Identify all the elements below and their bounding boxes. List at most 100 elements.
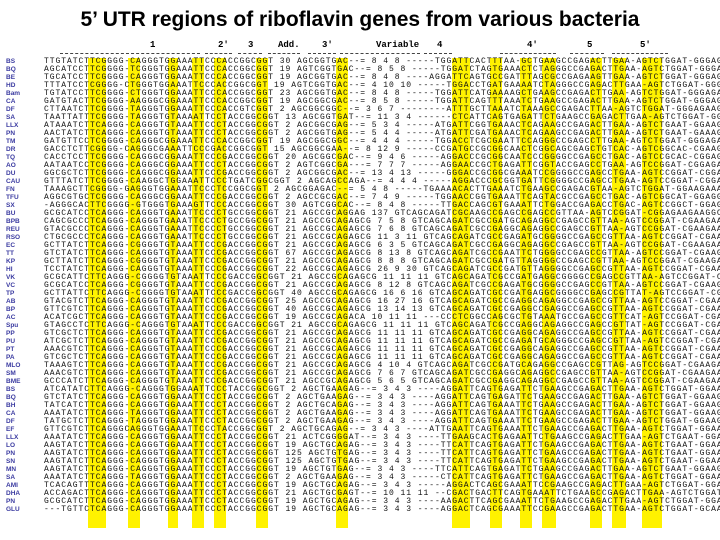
region-label: 4' xyxy=(527,40,538,50)
region-label: 2' xyxy=(218,40,229,50)
sequence: TTGTATCTTCGGGG-CAGGGTGGAAATTCCCACCGGCGGT… xyxy=(44,57,720,66)
alignment-row: TM GATGTTCCTCGGGG-CAGGGCGGAAATTCCCACCGGCG… xyxy=(0,138,720,146)
organism-label: DF xyxy=(6,106,15,113)
sequence: GCGCATCCTCAGGG-CGGGGTGTAAATTCCCGACCGGCGG… xyxy=(44,281,720,290)
organism-label: BS xyxy=(6,386,16,393)
sequence: AAACGTCTTCAGGG-CAGGGTGTAAATTCCCGACCGGCGG… xyxy=(44,369,720,378)
sequence: GTTCGTCTTCAGGGCAGGGTGGAAATTCCCTACCGGCGGT… xyxy=(44,425,720,434)
sequence: GCGCATCTTCAGGG-CAGGGTGGAAATTCCCTACCGGCGG… xyxy=(44,497,720,506)
highlight-band xyxy=(336,58,348,528)
alignment-row: VK GCGCATTCTTCAGGG-CGGGGTGTAAATTCCCGACCGG… xyxy=(0,274,720,282)
alignment-row: TP GCTTATTCTTCAGGG-CGGGGTGTAAATTCCCGACCGG… xyxy=(0,290,720,298)
alignment-row: DU GGCGCTCTTCGGGG-CAGGGCGGAAATTCCCGACCGGC… xyxy=(0,170,720,178)
highlight-band xyxy=(642,58,662,528)
sequence: AGCATCCTTCGGGG-TCGGGTGGAAATTCCCACCGGCGGT… xyxy=(44,65,720,74)
highlight-band xyxy=(542,58,556,528)
highlight-band xyxy=(490,58,502,528)
organism-label: TM xyxy=(6,138,16,145)
organism-label: GLU xyxy=(6,506,20,513)
alignment-row: TQ CACCTCCTTCGGGG-CAGGGCGGAAATTCCCGACCGGC… xyxy=(0,154,720,162)
alignment-row: BQ GTCTATCTTCAGGG-CAGGGTGGAAATTCCCTACCGGC… xyxy=(0,394,720,402)
region-label: 3' xyxy=(322,40,333,50)
organism-label: CA xyxy=(6,98,16,105)
sequence: -AGGGCACTTCGGGG-GTGGGTGAAAGTTCCCACCGGCGG… xyxy=(44,201,720,210)
alignment-row: BPB CAGCGCCCTCAGGG-CAGGGTGAAATTCCCCTGCCGG… xyxy=(0,218,720,226)
region-label: Add. xyxy=(278,40,300,50)
sequence: TGTATCCTTCGGGG-CTGGGTGGAAATTCCCACCGGCGGT… xyxy=(44,89,720,98)
organism-label: SX xyxy=(6,202,15,209)
organism-label: LLX xyxy=(6,122,19,129)
highlight-band xyxy=(612,58,626,528)
sequence: GACCTCTTCGGGG-CAGGGCGAAATTCCCGACCGGCGGT … xyxy=(44,145,720,154)
alignment-row: PN GCGCATCTTCAGGG-CAGGGTGGAAATTCCCTACCGGC… xyxy=(0,498,720,506)
alignment-row: TFU AGGCGTGCTCGGGG-CAGGGCGGAAATTCCCGACCGG… xyxy=(0,194,720,202)
organism-label: PN xyxy=(6,498,16,505)
alignment-row: DR GACCTCTTCGGGG-CAGGGCGAAATTCCCGACCGGCGG… xyxy=(0,146,720,154)
organism-label: VK xyxy=(6,274,16,281)
organism-label: LLX xyxy=(6,434,19,441)
alignment-row: PT AAACGTCTTCAGGG-CAGGGTGTAAATTCCCGACCGGC… xyxy=(0,346,720,354)
organism-label: SN xyxy=(6,458,16,465)
organism-label: AB xyxy=(6,298,16,305)
sequence: AAATATCTTCAGGG-TAGGGTGGAAATTCCCTACCGGCGG… xyxy=(44,409,720,418)
alignment-row: BME GCCCATCTTCAGGG-CAGGGTGTAAATTCCCGACCGG… xyxy=(0,378,720,386)
alignment-row: BH TATCATCTTCAGGG-CAGGGTGGAAATTCCCTACCGGC… xyxy=(0,402,720,410)
sequence: ACATCGCTTCAGGG-CAGGGTGTAAATTCCCGACCGGCGG… xyxy=(44,313,720,322)
sequence: ATAAATCTTCAGGG-CAGGGTGTAAATTCCCTACCGGCGG… xyxy=(44,121,720,130)
organism-label: RSO xyxy=(6,234,21,241)
alignment-row: PA GTCGCTCTTCAGGG-CAGGGTGTAAATTCCCGACCGGC… xyxy=(0,354,720,362)
organism-label: TQ xyxy=(6,154,16,161)
sequence: AAACGTCTTCAGGG-CAGGGTGTAAATTCCCGACCGGCGG… xyxy=(44,345,720,354)
sequence: TATGCTCTTCAGGG-TAGGGTGGAAATTCCCTACCGGCGG… xyxy=(44,417,720,426)
sequence: AGGCGTGCTCGGGG-CAGGGCGGAAATTCCCGACCGGCGG… xyxy=(44,193,720,202)
sequence: TGCATCCTTCGGGG-CAGGGTGGAAATTCCCACCGGCGGT… xyxy=(44,73,720,82)
alignment-row: LLX ATAAATCTTCAGGG-CAGGGTGTAAATTCCCTACCGG… xyxy=(0,122,720,130)
sequence: CTGCGCCCTCAGGG-CAGGGTGAAATTCCCCTGCCGGCGG… xyxy=(44,233,720,242)
organism-label: TP xyxy=(6,290,15,297)
organism-label: AMI xyxy=(6,482,18,489)
sequence: GCTTATCTTCAGGG-CGGGGTGTAAATTCCCGACCGGCGG… xyxy=(44,241,720,250)
region-bracket xyxy=(500,53,556,54)
organism-label: MLO xyxy=(6,362,21,369)
alignment-row: Spu GTAGCCTCTTCAGGG-CAGGGTGTAAATTCCCGACCG… xyxy=(0,322,720,330)
alignment-row: HI TCCTATCTTCAGGG-CAGGGTGTAAATTCCCGACCGGC… xyxy=(0,266,720,274)
alignment-row: Bam TGTATCCTTCGGGG-CTGGGTGGAAATTCCCACCGGC… xyxy=(0,90,720,98)
organism-label: Bam xyxy=(6,90,21,97)
highlight-band xyxy=(520,58,532,528)
organism-label: BME xyxy=(6,378,21,385)
sequence: GTCTATCTTCAGGG-CAGGGTGTAAATTCCCGACCGGCGG… xyxy=(44,249,720,258)
organism-label: BQ xyxy=(6,66,16,73)
sequence: TCACAGTTTCAGGG-CAGGGTGGAAATTCCCTACCGGCGG… xyxy=(44,481,720,490)
organism-label: SM xyxy=(6,370,16,377)
alignment-row: AC ACATCGCTTCAGGG-CAGGGTGTAAATTCCCGACCGGC… xyxy=(0,314,720,322)
alignment-row: DF TATGCTCTTCAGGG-TAGGGTGGAAATTCCCTACCGGC… xyxy=(0,418,720,426)
organism-label: BPB xyxy=(6,218,20,225)
alignment-row: VC GCGCATCCTCAGGG-CGGGGTGTAAATTCCCGACCGGC… xyxy=(0,282,720,290)
organism-label: DU xyxy=(6,170,16,177)
region-bracket xyxy=(570,53,604,54)
alignment-row: EC GCTTATCTTCAGGG-CGGGGTGTAAATTCCCGACCGGC… xyxy=(0,242,720,250)
alignment-row: PP GTCGCTCTTCAGGG-CAGGGTGTAAATTCCCGACCGGC… xyxy=(0,330,720,338)
sequence: AAGTATCTTCAGGG-CAGGGTGGAAATTCCCTACCGGCGG… xyxy=(44,465,720,474)
organism-label: MN xyxy=(6,466,17,473)
highlight-band xyxy=(168,58,178,528)
highlight-band xyxy=(452,58,470,528)
alignment-row: HD TTTATCCTCGGGG-CTGGGTGGAAATTCCCACCGGCGG… xyxy=(0,82,720,90)
alignment-row: PN AAGTATCTTCAGGG-CAGGGTGGAAATTCCCTACCGGC… xyxy=(0,450,720,458)
organism-label: PN xyxy=(6,130,16,137)
sequence: GTTTATCTTCGGGG-CAAGGCTGGAAATTCCCTGATCGGC… xyxy=(44,177,720,186)
alignment-row: BU GCGCATCCTCAGGG-CAGGGTGAAATTCCCCTGCCGGC… xyxy=(0,210,720,218)
sequence: TTTATCCTCGGGG-CTGGGTGGAAATTCCCACCGGCGGT … xyxy=(44,81,720,90)
region-label: Variable xyxy=(376,40,420,50)
sequence: AAATATCTTCAGGG-TAGGGTGGAAATTCCCTACCGGCGG… xyxy=(44,473,720,482)
alignment-row: MN AAGTATCTTCAGGG-CAGGGTGGAAATTCCCTACCGGC… xyxy=(0,466,720,474)
alignment-row: FN TAAAGCTTCGGGG-GAGGGTGGAAATTCCCTCCGGCGG… xyxy=(0,186,720,194)
organism-label: AC xyxy=(6,314,16,321)
sequence: TAATTATTTCGGGG-TAGGGTGTAAAATTCCTACCGGCGG… xyxy=(44,113,720,122)
sequence: GTACGCCCTCAGGG-CAGGGTGAAATTCCCCTGCCGGCGG… xyxy=(44,225,720,234)
alignment-row: SA AAATATCTTCAGGG-TAGGGTGGAAATTCCCTACCGGC… xyxy=(0,474,720,482)
region-bracket xyxy=(424,53,452,54)
sequence: GTCTATCTTCAGGG-CAGGGTGGAAATTCCCTACCGGCGG… xyxy=(44,393,720,402)
sequence: ATCATATCTTCAGGG-CAGGGTGGAAATTCCCTACCGGCG… xyxy=(44,385,720,394)
